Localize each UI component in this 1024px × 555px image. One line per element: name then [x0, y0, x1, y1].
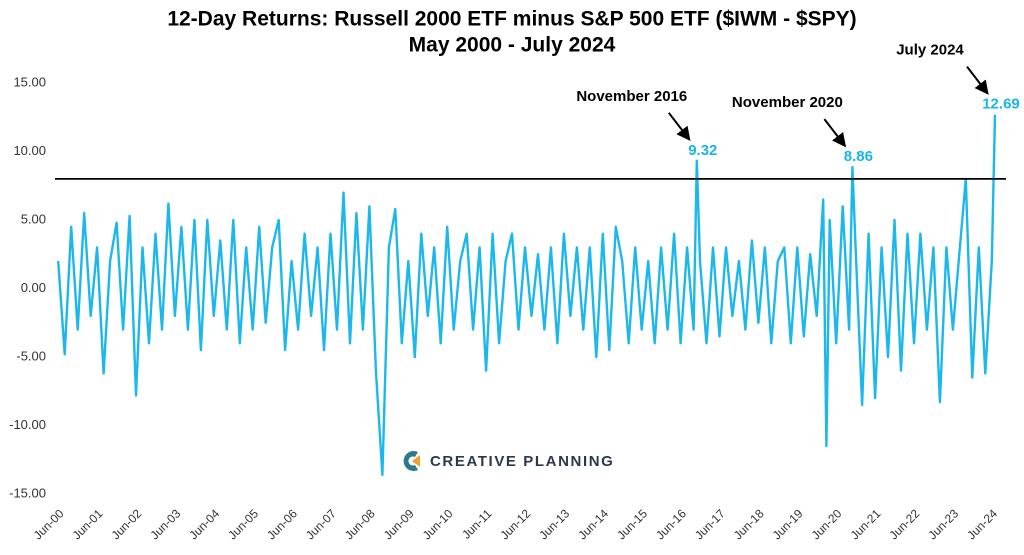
x-tick-label: Jun-23: [925, 506, 961, 542]
value-label: 8.86: [844, 148, 873, 165]
value-label: 9.32: [688, 142, 717, 159]
x-tick-label: Jun-10: [420, 506, 456, 542]
x-tick-label: Jun-00: [31, 506, 67, 542]
x-tick-label: Jun-12: [498, 506, 534, 542]
x-tick-label: Jun-01: [70, 506, 106, 542]
logo: [403, 451, 420, 472]
series-line: [57, 114, 997, 476]
x-tick-label: Jun-16: [653, 506, 689, 542]
x-tick-label: Jun-05: [225, 506, 261, 542]
y-tick-label: -10.00: [9, 417, 46, 432]
x-tick-label: Jun-17: [692, 506, 728, 542]
x-tick-label: Jun-13: [536, 506, 572, 542]
annotation-label: November 2020: [732, 94, 843, 111]
annotation-arrow: [966, 66, 989, 95]
y-tick-label: 0.00: [21, 280, 46, 295]
annotation-label: July 2024: [896, 42, 964, 59]
annotation-arrow: [668, 112, 691, 142]
watermark: CREATIVE PLANNING: [430, 453, 614, 470]
value-label: 12.69: [982, 96, 1020, 113]
x-tick-label: Jun-18: [731, 506, 767, 542]
x-tick-label: Jun-07: [303, 506, 339, 542]
x-tick-label: Jun-15: [614, 506, 650, 542]
x-tick-label: Jun-08: [342, 506, 378, 542]
x-tick-label: Jun-20: [809, 506, 845, 542]
x-tick-label: Jun-21: [848, 506, 884, 542]
chart-subtitle: May 2000 - July 2024: [409, 34, 616, 57]
x-tick-label: Jun-24: [964, 506, 1000, 542]
x-tick-label: Jun-06: [264, 506, 300, 542]
x-tick-label: Jun-09: [381, 506, 417, 542]
y-tick-label: -15.00: [9, 485, 46, 500]
y-tick-label: -5.00: [16, 348, 46, 363]
x-tick-label: Jun-11: [459, 506, 494, 541]
x-tick-label: Jun-19: [770, 506, 806, 542]
x-tick-label: Jun-04: [186, 506, 222, 542]
y-tick-label: 10.00: [13, 143, 46, 158]
y-tick-label: 5.00: [21, 211, 46, 226]
x-tick-label: Jun-03: [147, 506, 183, 542]
x-tick-label: Jun-14: [575, 506, 611, 542]
x-tick-label: Jun-02: [109, 506, 145, 542]
annotation-label: November 2016: [576, 88, 687, 105]
annotation-arrow: [823, 118, 847, 148]
x-tick-label: Jun-22: [886, 506, 922, 542]
y-tick-label: 15.00: [13, 74, 46, 89]
chart-title: 12-Day Returns: Russell 2000 ETF minus S…: [167, 8, 856, 31]
